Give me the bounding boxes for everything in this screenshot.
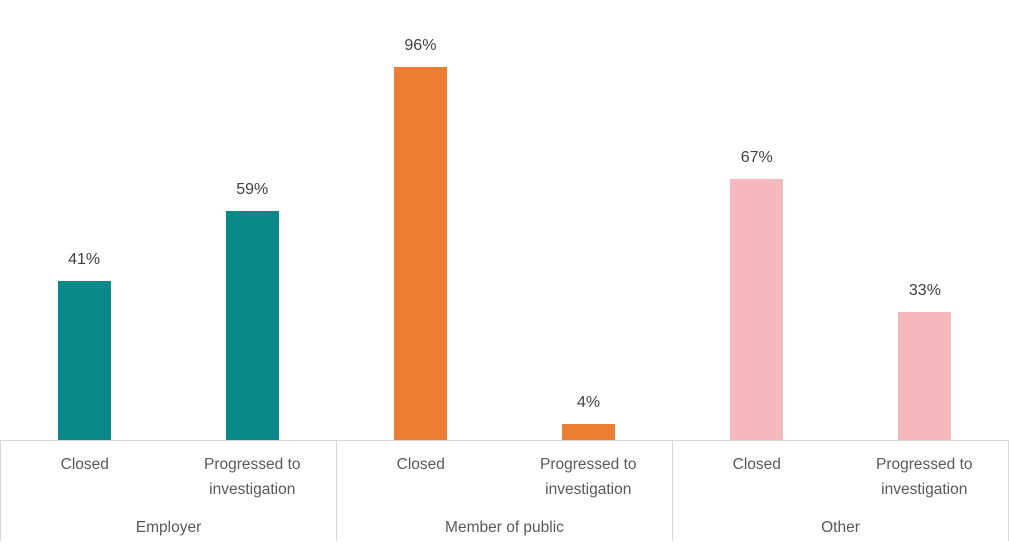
group-label-other: Other: [821, 519, 860, 536]
bar-public-progressed: [562, 424, 616, 440]
tick-label-progressed: Progressed to investigation: [204, 456, 301, 498]
tick-label-closed: Closed: [60, 456, 109, 473]
bar-other-progressed: [898, 311, 952, 440]
bar-group-member-of-public: 96% 4%: [336, 0, 672, 440]
tick-label-closed: Closed: [396, 456, 445, 473]
bar-slot: 67%: [673, 0, 841, 440]
group-label-employer: Employer: [135, 519, 202, 536]
data-label: 67%: [740, 149, 773, 167]
axis-group-member-of-public: Closed Progressed to investigation Membe…: [336, 441, 672, 541]
plot-area: 41% 59% 96% 4% 67% 33%: [0, 0, 1009, 440]
data-label: 33%: [908, 281, 941, 299]
bar-slot: 96%: [336, 0, 504, 440]
category-axis: Closed Progressed to investigation Emplo…: [0, 441, 1009, 541]
tick-row: Closed Progressed to investigation: [673, 441, 1008, 502]
data-label: 59%: [236, 180, 269, 198]
bar-other-closed: [730, 179, 784, 440]
x-axis-line: [0, 440, 1009, 441]
tick-row: Closed Progressed to investigation: [337, 441, 672, 502]
bar-slot: 59%: [168, 0, 336, 440]
data-label: 41%: [68, 250, 101, 268]
tick-label-closed: Closed: [732, 456, 781, 473]
tick-row: Closed Progressed to investigation: [1, 441, 336, 502]
bar-slot: 4%: [505, 0, 673, 440]
group-label-member-of-public: Member of public: [445, 519, 564, 536]
axis-group-employer: Closed Progressed to investigation Emplo…: [0, 441, 336, 541]
tick-label-progressed: Progressed to investigation: [876, 456, 973, 498]
axis-group-other: Closed Progressed to investigation Other: [672, 441, 1009, 541]
bar-employer-progressed: [225, 210, 279, 440]
bar-group-other: 67% 33%: [673, 0, 1009, 440]
bar-employer-closed: [57, 280, 111, 440]
bar-slot: 41%: [0, 0, 168, 440]
data-label: 4%: [577, 394, 601, 412]
tick-label-progressed: Progressed to investigation: [540, 456, 637, 498]
bar-group-employer: 41% 59%: [0, 0, 336, 440]
data-label: 96%: [404, 36, 437, 54]
bar-public-closed: [393, 66, 447, 440]
bar-slot: 33%: [841, 0, 1009, 440]
